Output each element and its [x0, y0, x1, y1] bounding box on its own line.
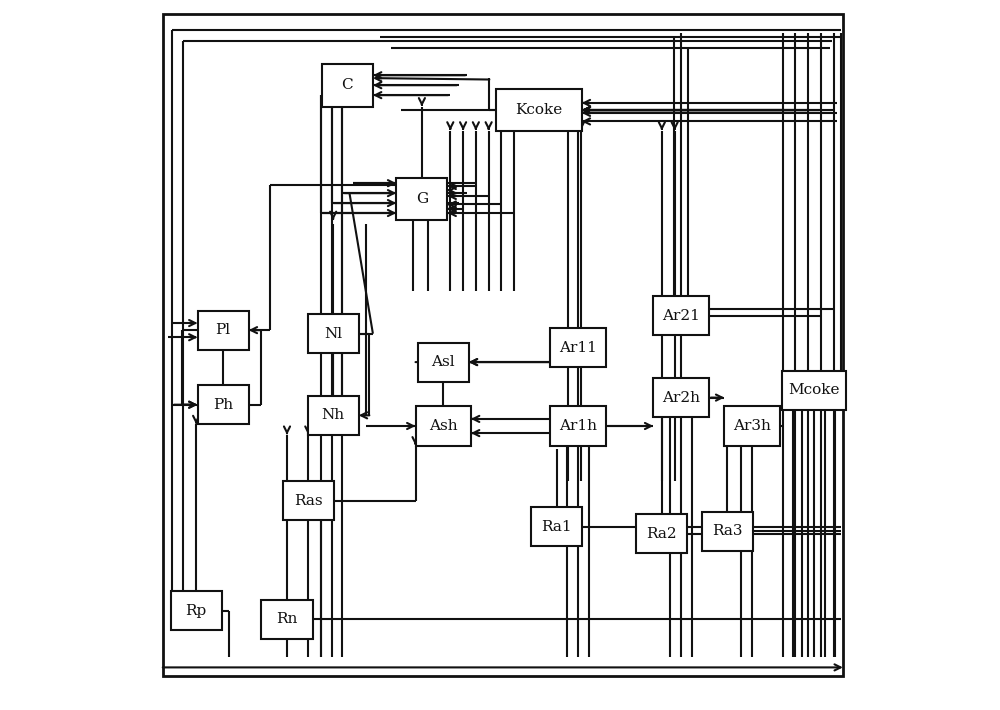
Text: Ar11: Ar11	[559, 341, 597, 355]
Bar	[171, 591, 222, 630]
Bar	[531, 507, 582, 547]
Text: Nh: Nh	[322, 408, 345, 422]
Text: Rn: Rn	[276, 612, 298, 626]
Text: G: G	[416, 192, 428, 206]
Text: Asl: Asl	[431, 355, 455, 369]
Bar	[198, 310, 249, 349]
Bar	[550, 328, 606, 368]
Text: Kcoke: Kcoke	[515, 103, 563, 117]
Text: C: C	[342, 78, 353, 92]
Bar	[550, 406, 606, 446]
Text: Rp: Rp	[185, 604, 207, 618]
Text: Ar1h: Ar1h	[559, 419, 597, 433]
Bar	[416, 406, 471, 446]
Text: Ra3: Ra3	[712, 524, 742, 538]
Text: Ras: Ras	[294, 493, 323, 508]
Text: Nl: Nl	[324, 327, 342, 341]
Bar	[198, 385, 249, 425]
Bar	[653, 296, 709, 335]
Text: Ra1: Ra1	[541, 520, 572, 534]
Text: Pl: Pl	[216, 323, 231, 337]
Text: Ar21: Ar21	[662, 309, 700, 323]
Bar	[724, 406, 780, 446]
Bar	[636, 514, 687, 554]
Bar	[308, 396, 359, 435]
Text: Ph: Ph	[213, 398, 233, 412]
Bar	[496, 89, 582, 131]
Text: Mcoke: Mcoke	[788, 383, 840, 398]
Text: Ash: Ash	[429, 419, 458, 433]
Bar	[261, 599, 313, 639]
Bar	[322, 64, 373, 106]
Bar	[418, 342, 469, 382]
Bar	[702, 511, 753, 551]
Bar	[396, 178, 447, 220]
Bar	[653, 378, 709, 417]
Bar	[308, 314, 359, 353]
Text: Ar3h: Ar3h	[733, 419, 771, 433]
Bar	[283, 481, 334, 520]
Text: Ra2: Ra2	[647, 527, 677, 541]
Text: Ar2h: Ar2h	[662, 391, 700, 405]
Bar	[782, 371, 846, 410]
